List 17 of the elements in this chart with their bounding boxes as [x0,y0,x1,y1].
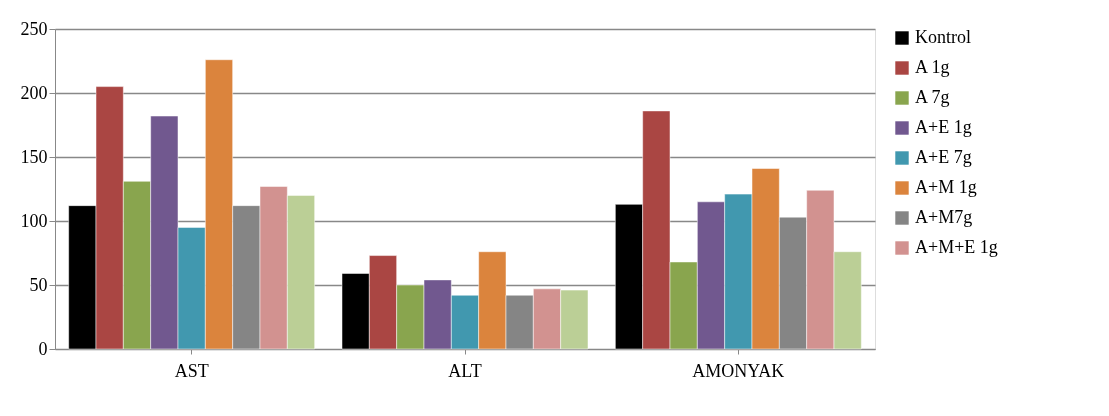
y-tick-label: 50 [29,274,48,295]
x-tick-label: AMONYAK [692,360,785,381]
y-tick-label: 100 [20,210,48,231]
y-tick-label: 250 [20,18,48,39]
legend-label: Kontrol [915,27,971,47]
legend-label: A+M7g [915,207,973,227]
x-tick-label: ALT [448,360,482,381]
x-tick-label: AST [174,360,209,381]
y-tick-label: 200 [20,82,48,103]
legend-label: A+M+E 1g [915,237,998,257]
legend-label: A 7g [915,87,950,107]
legend-label: A 1g [915,57,950,77]
legend-label: A+E 7g [915,147,972,167]
y-tick-label: 150 [20,146,48,167]
y-tick-label: 0 [38,338,48,359]
legend-label: A+M 1g [915,177,977,197]
legend-label: A+E 1g [915,117,972,137]
